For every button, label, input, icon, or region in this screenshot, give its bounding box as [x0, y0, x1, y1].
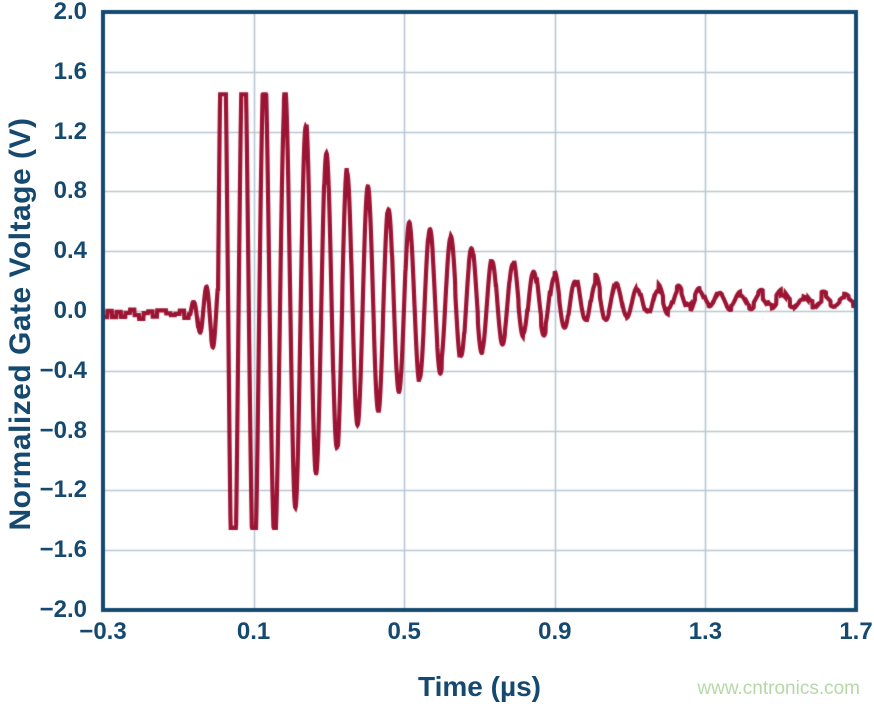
- watermark-text: www.cntronics.com: [697, 678, 860, 699]
- y-axis-tick-labels: 2.0 1.6 1.2 0.8 0.4 0.0 −0.4 −0.8 −1.2 −1.6 −2.0: [0, 0, 87, 708]
- y-tick-label: 1.6: [53, 57, 87, 85]
- y-tick-label: 1.2: [53, 117, 87, 145]
- x-tick-label: 1.7: [839, 618, 873, 645]
- y-tick-label: −0.8: [39, 416, 87, 444]
- x-axis-title: Time (µs): [418, 671, 541, 702]
- x-tick-label: 1.3: [688, 618, 723, 645]
- x-tick-label: −0.3: [79, 618, 127, 645]
- x-tick-label: 0.1: [236, 618, 271, 645]
- x-tick-label: 0.5: [387, 618, 421, 645]
- y-tick-label: −1.2: [39, 476, 87, 504]
- x-tick-label: 0.9: [538, 618, 572, 645]
- y-tick-label: 2.0: [53, 0, 87, 25]
- y-tick-label: −2.0: [39, 596, 87, 623]
- y-tick-label: 0.0: [53, 297, 87, 324]
- y-tick-label: −1.6: [39, 536, 87, 564]
- y-tick-label: −0.4: [39, 356, 87, 384]
- y-tick-label: 0.8: [53, 177, 87, 205]
- y-tick-label: 0.4: [53, 237, 87, 265]
